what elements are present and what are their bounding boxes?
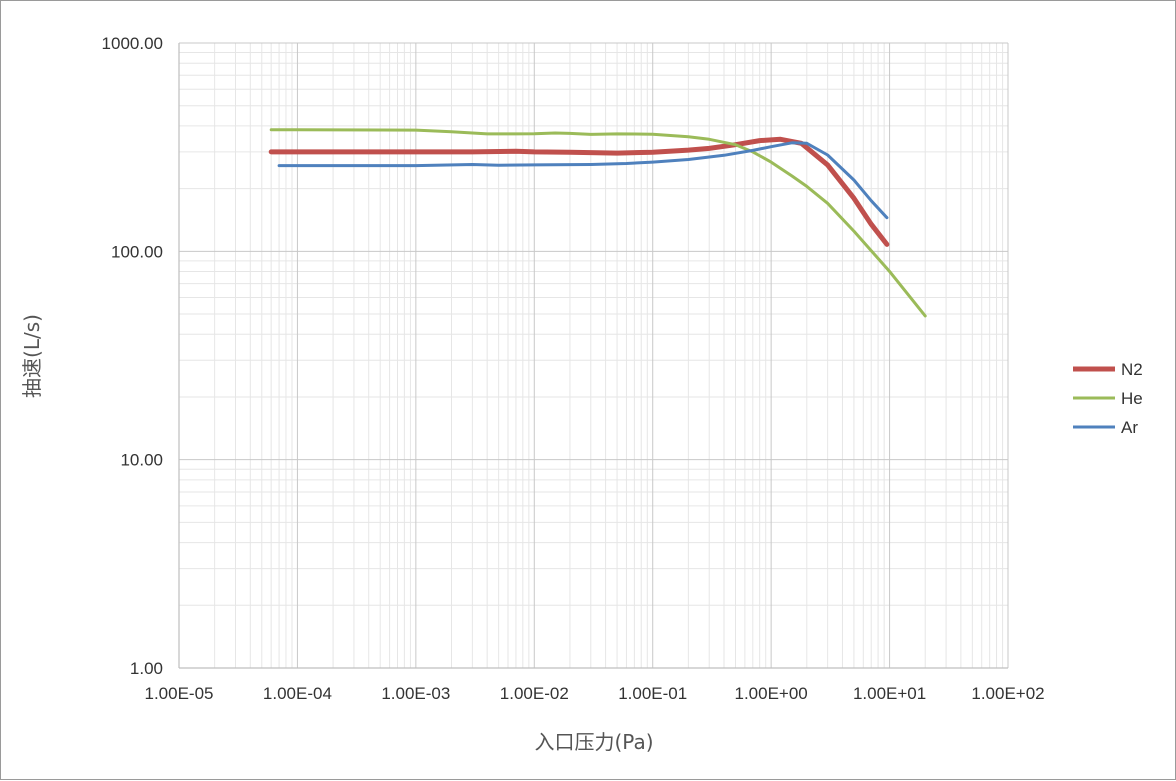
minor-gridlines [179,43,1008,668]
x-tick-label: 1.00E+00 [735,684,808,703]
y-tick-label: 10.00 [120,451,163,470]
x-tick-label: 1.00E+02 [971,684,1044,703]
y-axis-title: 抽速(L/s) [20,314,44,398]
series-lines [268,128,927,318]
legend-label-ar: Ar [1121,418,1138,437]
x-tick-label: 1.00E-02 [500,684,569,703]
legend-label-he: He [1121,389,1143,408]
legend: N2 He Ar [1073,360,1143,437]
x-tick-label: 1.00E-04 [263,684,332,703]
x-axis-tick-labels: 1.00E-05 1.00E-04 1.00E-03 1.00E-02 1.00E-01… [145,684,1045,703]
x-tick-label: 1.00E-03 [381,684,450,703]
series-line-n2 [268,136,890,247]
x-tick-label: 1.00E-01 [618,684,687,703]
series-line-ar [277,141,889,220]
major-gridlines [178,42,1009,669]
x-tick-label: 1.00E+01 [853,684,926,703]
y-axis-tick-labels: 1.00 10.00 100.00 1000.00 [102,34,163,678]
x-axis-title: 入口压力(Pa) [534,730,653,754]
series-line-he [269,128,927,318]
x-tick-label: 1.00E-05 [145,684,214,703]
y-tick-label: 100.00 [111,242,163,261]
legend-label-n2: N2 [1121,360,1143,379]
y-tick-label: 1.00 [130,659,163,678]
y-tick-label: 1000.00 [102,34,163,53]
